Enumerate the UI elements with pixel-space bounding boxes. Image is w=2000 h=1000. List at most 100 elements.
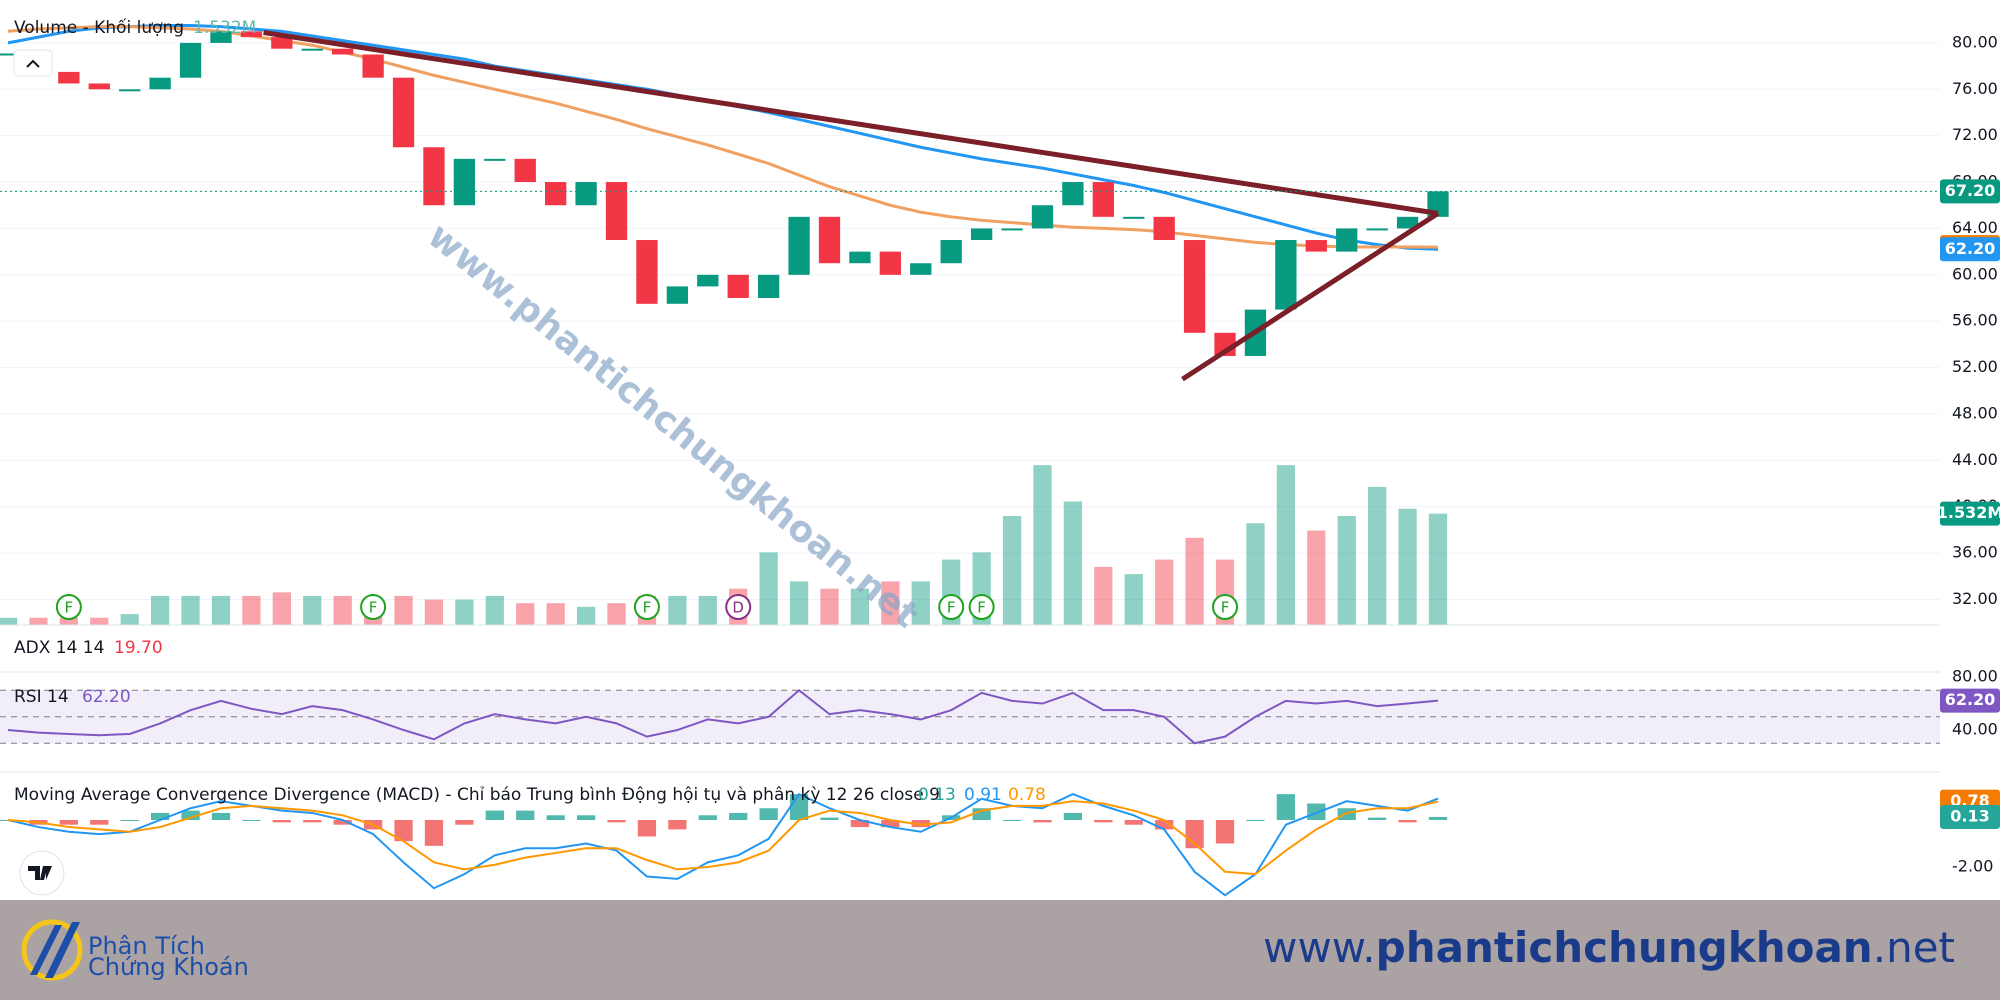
logo-text: Phân Tích xyxy=(88,932,205,960)
logo-mark xyxy=(28,866,52,880)
candle xyxy=(575,182,597,206)
candle xyxy=(757,274,780,299)
event-label: F xyxy=(1221,599,1230,617)
rsi-title: RSI 14 xyxy=(14,687,69,707)
collapse-button[interactable] xyxy=(13,49,53,77)
background xyxy=(0,0,2000,900)
candle xyxy=(818,216,841,264)
macd-histogram xyxy=(1246,820,1265,821)
y-tick-label: 36.00 xyxy=(1952,543,1998,562)
macd-histogram xyxy=(881,820,900,828)
macd-histogram xyxy=(516,810,535,820)
badge-label: 1.532M xyxy=(1937,503,2000,522)
volume-bar xyxy=(272,592,291,625)
candle xyxy=(514,158,536,183)
y-tick-label: 60.00 xyxy=(1952,264,1998,283)
volume-bar xyxy=(211,595,231,625)
macd-histogram xyxy=(181,810,200,820)
volume-bar xyxy=(90,617,109,625)
macd-histogram xyxy=(1094,820,1113,823)
event-circle xyxy=(938,594,965,620)
candle xyxy=(879,251,901,275)
y-tick-label: 44.00 xyxy=(1952,450,1998,469)
trendline xyxy=(1181,211,1440,382)
macd-histogram xyxy=(333,820,352,825)
macd-histogram xyxy=(394,820,413,842)
badge-label: 67.20 xyxy=(1945,181,1996,200)
candle xyxy=(392,77,415,148)
volume-bar xyxy=(424,599,444,625)
footer-site: www.phantichchungkhoan.net xyxy=(1263,923,1955,972)
macd-histogram xyxy=(1215,820,1235,844)
macd-histogram xyxy=(729,812,748,820)
macd-histogram xyxy=(272,820,291,823)
volume-bar xyxy=(455,599,474,625)
volume-bar xyxy=(546,603,565,625)
candle xyxy=(666,286,689,304)
volume-bar xyxy=(668,595,687,625)
badge-label: 62.20 xyxy=(1945,690,1996,709)
candle xyxy=(1275,240,1297,310)
volume-bar xyxy=(1428,513,1448,625)
footer-logo: Phân Tích Chứng Khoán xyxy=(21,919,249,981)
candle xyxy=(1396,216,1419,229)
site-name: phantichchungkhoan xyxy=(1376,923,1873,972)
volume-value: 1.532M xyxy=(193,18,256,38)
volume-bar xyxy=(516,603,535,625)
candle xyxy=(1305,240,1327,252)
candle xyxy=(362,54,384,78)
y-tick-label: 76.00 xyxy=(1952,79,1998,98)
event-circle xyxy=(968,594,995,620)
volume-bar xyxy=(1124,574,1143,625)
candle xyxy=(1153,216,1175,241)
volume-bar xyxy=(1398,508,1417,625)
volume-bar xyxy=(59,617,78,625)
volume-bar xyxy=(29,617,48,625)
event-label: F xyxy=(947,599,956,617)
event-marker: F xyxy=(938,594,965,620)
macd-histogram xyxy=(820,817,839,820)
macd-histogram xyxy=(607,820,626,823)
candle xyxy=(301,48,323,51)
event-label: D xyxy=(732,599,744,617)
macd-histogram xyxy=(1276,794,1295,820)
macd-histogram xyxy=(1368,817,1387,820)
volume-bar xyxy=(1002,515,1022,625)
event-circle xyxy=(1212,594,1239,620)
macd-histogram xyxy=(90,820,109,825)
badge-label: 62.20 xyxy=(1945,239,1996,258)
y-tick-label: 56.00 xyxy=(1952,311,1998,330)
adx-value: 19.70 xyxy=(114,638,163,658)
tv-logo[interactable] xyxy=(19,850,65,896)
candle xyxy=(58,71,80,84)
volume-bar xyxy=(1155,559,1174,625)
badge xyxy=(1940,688,2000,713)
candle xyxy=(423,147,445,206)
macd-histogram xyxy=(485,810,504,820)
y-tick-label: 72.00 xyxy=(1952,125,1998,144)
macd-histogram xyxy=(59,820,78,825)
volume-bar xyxy=(333,595,352,625)
y-tick-label: 48.00 xyxy=(1952,403,1998,422)
event-label: F xyxy=(369,599,378,617)
macd-histogram xyxy=(1002,820,1022,821)
macd-histogram xyxy=(576,815,596,820)
candle xyxy=(1001,228,1023,231)
candle xyxy=(88,83,110,90)
candle xyxy=(149,77,171,90)
candle xyxy=(1092,182,1114,217)
volume-bar xyxy=(242,595,261,625)
volume-bar xyxy=(576,606,596,625)
logo-text: Chứng Khoán xyxy=(88,953,249,981)
candle xyxy=(1123,216,1145,219)
y-tick-label: 40.00 xyxy=(1952,720,1998,739)
event-marker: F xyxy=(1212,594,1239,620)
plot-layer: 32.00 36.00 40.00 44.00 48.00 52.00 56.00 60.00… xyxy=(0,24,2000,897)
candle xyxy=(240,31,263,38)
candle xyxy=(1336,228,1358,252)
candle xyxy=(545,182,567,206)
badge xyxy=(1940,501,2000,526)
candle xyxy=(970,228,993,241)
volume-bar xyxy=(1063,501,1083,625)
macd-histogram xyxy=(1307,803,1326,820)
